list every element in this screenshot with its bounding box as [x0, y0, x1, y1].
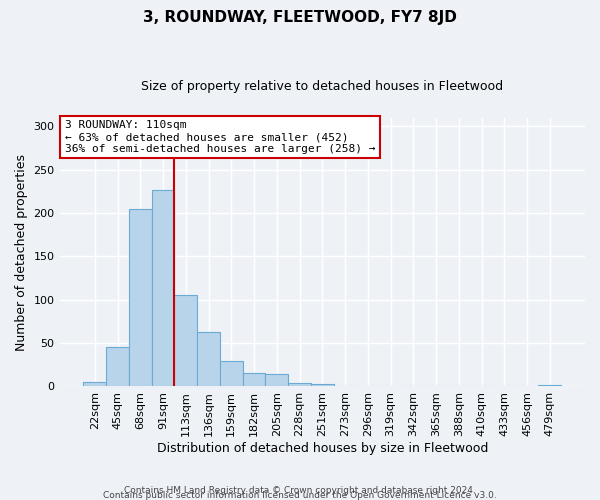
Bar: [288, 383, 311, 386]
Bar: [175, 294, 197, 386]
Bar: [129, 209, 152, 386]
Bar: [311, 384, 334, 386]
Bar: [220, 362, 242, 386]
Y-axis label: Number of detached properties: Number of detached properties: [15, 154, 28, 350]
Text: 3, ROUNDWAY, FLEETWOOD, FY7 8JD: 3, ROUNDWAY, FLEETWOOD, FY7 8JD: [143, 10, 457, 25]
Text: Contains public sector information licensed under the Open Government Licence v3: Contains public sector information licen…: [103, 490, 497, 500]
X-axis label: Distribution of detached houses by size in Fleetwood: Distribution of detached houses by size …: [157, 442, 488, 455]
Text: Contains HM Land Registry data © Crown copyright and database right 2024.: Contains HM Land Registry data © Crown c…: [124, 486, 476, 495]
Title: Size of property relative to detached houses in Fleetwood: Size of property relative to detached ho…: [141, 80, 503, 93]
Bar: [242, 374, 265, 386]
Bar: [538, 384, 561, 386]
Bar: [197, 332, 220, 386]
Bar: [265, 374, 288, 386]
Text: 3 ROUNDWAY: 110sqm
← 63% of detached houses are smaller (452)
36% of semi-detach: 3 ROUNDWAY: 110sqm ← 63% of detached hou…: [65, 120, 375, 154]
Bar: [106, 346, 129, 387]
Bar: [152, 190, 175, 386]
Bar: [83, 382, 106, 386]
